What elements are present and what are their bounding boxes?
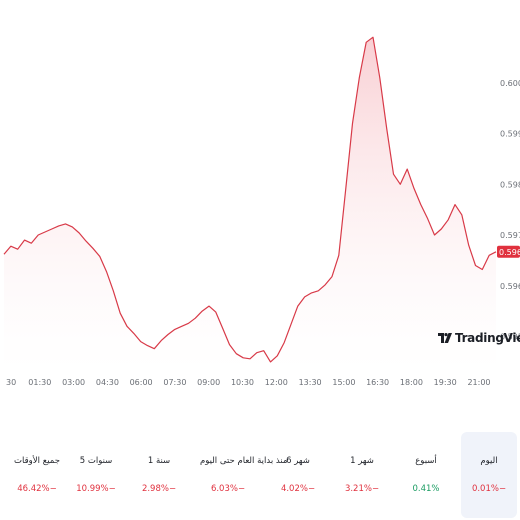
period-change-value: 6.03%− [210, 484, 246, 494]
period-tab[interactable]: جميع الأوقات 46.42%− [9, 432, 65, 518]
x-tick-label: 12:00 [265, 378, 288, 387]
period-tab[interactable]: منذ بداية العام حتى اليوم 6.03%− [200, 432, 288, 518]
period-tab[interactable]: أسبوع 0.41% [398, 432, 454, 518]
x-tick-label: 09:00 [197, 378, 220, 387]
x-tick-label: 06:00 [130, 378, 153, 387]
period-change-value: 0.41% [412, 484, 440, 494]
last-price-value: 0.59667 [499, 248, 520, 257]
x-tick-label: 13:30 [299, 378, 322, 387]
period-label: جميع الأوقات [14, 456, 60, 466]
period-label: 5 سنوات [79, 456, 113, 466]
x-tick-label: 10:30 [231, 378, 254, 387]
period-label: أسبوع [415, 456, 437, 466]
x-tick-label: 07:30 [163, 378, 186, 387]
period-label: 6 شهر [286, 456, 310, 466]
y-tick-label: 0.59600 [500, 282, 520, 291]
chart-canvas[interactable]: 30 01:30 03:00 04:30 06:00 07:30 09:00 10:30 12:… [0, 0, 520, 400]
x-tick-label: 19:30 [434, 378, 457, 387]
x-tick-label: 21:00 [467, 378, 490, 387]
y-tick-label: 0.59700 [500, 231, 520, 240]
period-tab[interactable]: اليوم 0.01%− [461, 432, 517, 518]
x-tick-label: 03:00 [62, 378, 85, 387]
period-change-value: 2.98%− [141, 484, 177, 494]
price-area-fill [4, 37, 496, 372]
tradingview-logo-icon [438, 333, 452, 343]
y-tick-label: 0.59900 [500, 130, 520, 139]
y-tick-label: 0.59800 [500, 180, 520, 189]
period-tab[interactable]: 6 شهر 4.02%− [270, 432, 326, 518]
period-label: منذ بداية العام حتى اليوم [200, 456, 288, 466]
price-line [3, 36, 497, 363]
price-line-series [3, 36, 497, 363]
last-price-tag: 0.59667 [497, 245, 520, 258]
y-tick-label: 0.59500 [500, 333, 520, 342]
y-axis: 0.60000 0.59900 0.59800 0.59700 0.59600 0.595… [500, 79, 520, 342]
watermark-brand-text: TradingView [455, 331, 520, 345]
period-tab[interactable]: 1 سنة 2.98%− [131, 432, 187, 518]
period-label: اليوم [480, 456, 498, 466]
period-label: 1 سنة [147, 456, 171, 466]
period-label: 1 شهر [350, 456, 374, 466]
period-change-value: 0.01%− [471, 484, 507, 494]
x-axis: 30 01:30 03:00 04:30 06:00 07:30 09:00 10:30 12:… [6, 378, 491, 387]
y-tick-label: 0.60000 [500, 79, 520, 88]
x-tick-label: 04:30 [96, 378, 119, 387]
x-tick-label: 01:30 [28, 378, 51, 387]
period-change-value: 10.99%− [76, 484, 116, 494]
x-tick-label: 30 [6, 378, 16, 387]
x-tick-label: 15:00 [332, 378, 355, 387]
price-area [4, 37, 496, 372]
period-tab[interactable]: 5 سنوات 10.99%− [68, 432, 124, 518]
x-tick-label: 18:00 [400, 378, 423, 387]
period-change-value: 3.21%− [344, 484, 380, 494]
tradingview-watermark: TradingView [438, 331, 520, 345]
period-change-value: 46.42%− [17, 484, 57, 494]
period-change-value: 4.02%− [280, 484, 316, 494]
price-chart[interactable]: 30 01:30 03:00 04:30 06:00 07:30 09:00 10:30 12:… [0, 0, 520, 400]
x-tick-label: 16:30 [366, 378, 389, 387]
last-price-badge [497, 245, 520, 258]
period-tab[interactable]: 1 شهر 3.21%− [334, 432, 390, 518]
performance-periods: اليوم 0.01%− أسبوع 0.41% 1 شهر 3.21%− 6 شهر 4.0… [0, 432, 520, 520]
